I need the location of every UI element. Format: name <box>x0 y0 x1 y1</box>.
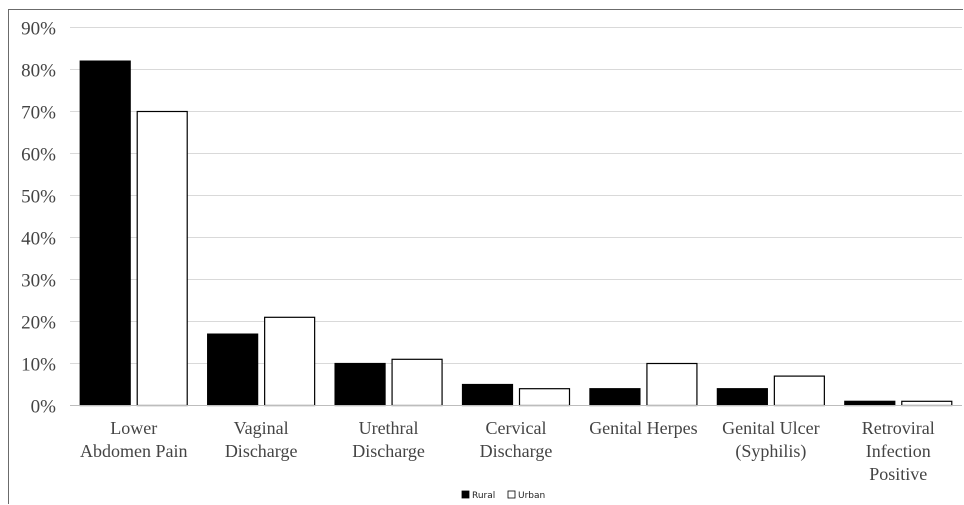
legend-label-rural: Rural <box>472 491 495 501</box>
bar-urban <box>646 362 698 407</box>
x-axis-category-labels: Lower Abdomen Pain Vaginal Discharge Urethra… <box>80 418 935 484</box>
x-category-label: Retroviral <box>862 418 935 438</box>
y-tick-label: 50% <box>21 187 56 208</box>
x-category-label: Genital Ulcer <box>722 418 819 438</box>
bar-rural <box>79 60 131 407</box>
bar-urban <box>264 316 316 407</box>
chart-frame <box>8 9 963 504</box>
bar-urban <box>773 375 825 407</box>
x-category-label: Positive <box>869 464 927 484</box>
x-category-label: Vaginal <box>234 418 289 438</box>
bar-urban <box>518 388 571 407</box>
x-category-label: Cervical <box>486 418 547 438</box>
bar-rural <box>844 400 896 407</box>
y-tick-label: 30% <box>21 271 56 292</box>
y-tick-label: 70% <box>21 103 56 124</box>
bar-rural <box>716 388 768 407</box>
y-tick-label: 60% <box>21 145 56 166</box>
x-category-label: Discharge <box>480 441 553 461</box>
y-tick-label: 80% <box>21 61 56 82</box>
bars <box>79 60 953 407</box>
y-axis-tick-labels: 0% 10% 20% 30% 40% 50% 60% 70% 80% 90% <box>21 19 56 418</box>
y-tick-label: 90% <box>21 19 56 40</box>
bar-rural <box>334 362 386 407</box>
y-tick-label: 0% <box>31 397 57 418</box>
x-category-label: (Syphilis) <box>735 441 806 462</box>
x-category-label: Abdomen Pain <box>80 441 188 461</box>
bar-rural <box>207 333 259 407</box>
y-tick-label: 20% <box>21 313 56 334</box>
x-category-label: Urethral <box>359 418 419 438</box>
x-category-label: Genital Herpes <box>589 418 697 438</box>
legend-label-urban: Urban <box>518 491 545 501</box>
legend: Rural Urban <box>461 490 545 501</box>
legend-swatch-urban <box>507 490 516 499</box>
y-tick-label: 40% <box>21 229 56 250</box>
x-category-label: Lower <box>110 418 157 438</box>
bar-rural <box>461 383 514 407</box>
x-category-label: Discharge <box>225 441 298 461</box>
bar-urban <box>136 110 188 407</box>
x-category-label: Discharge <box>352 441 425 461</box>
bar-urban <box>391 358 443 407</box>
legend-swatch-rural <box>461 490 470 499</box>
y-tick-label: 10% <box>21 355 56 376</box>
bar-urban <box>901 400 953 407</box>
x-category-label: Infection <box>866 441 931 461</box>
gridlines <box>70 27 962 364</box>
bar-rural <box>589 388 641 407</box>
